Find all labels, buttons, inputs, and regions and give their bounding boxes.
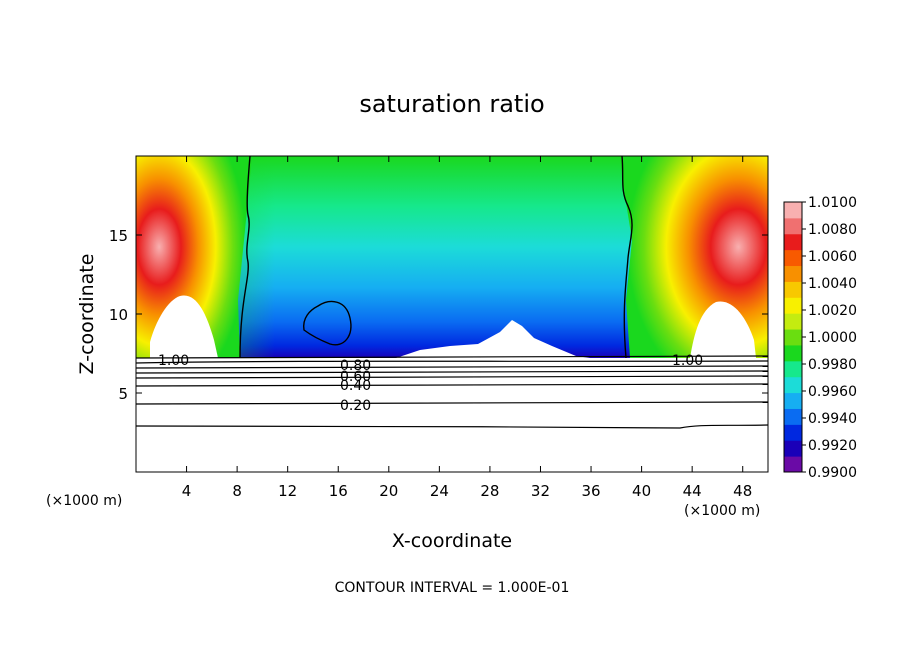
colorbar-swatch xyxy=(784,456,802,473)
colorbar-tick-label: 0.9920 xyxy=(808,438,857,454)
x-tick-label: 48 xyxy=(733,482,752,500)
contour-label-020: 0.20 xyxy=(340,398,371,414)
colorbar-swatch xyxy=(784,249,802,267)
x-tick-label: 28 xyxy=(480,482,499,500)
colorbar-swatch xyxy=(784,344,802,362)
x-tick-label: 12 xyxy=(278,482,297,500)
contour-0.80-line xyxy=(136,365,768,369)
contour-closed-loop xyxy=(303,300,352,346)
contour-line-left xyxy=(239,156,251,359)
plot-area xyxy=(136,156,768,472)
x-axis-label: X-coordinate xyxy=(392,530,512,552)
colorbar-swatch xyxy=(784,360,802,378)
field-left-supersaturation xyxy=(136,156,252,358)
contour-0.60-line xyxy=(136,375,768,379)
y-tick-label: 15 xyxy=(109,227,128,245)
contour-0.40-line xyxy=(136,383,768,387)
contour-line-d xyxy=(136,370,768,374)
colorbar-swatch xyxy=(784,217,802,235)
contour-line-b xyxy=(136,360,768,364)
contour-label-060: 0.60 xyxy=(340,369,371,385)
contour-label-left: 1.00 xyxy=(158,353,189,369)
right-white-core xyxy=(690,301,756,358)
x-axis-ticks: 4 8 12 16 20 24 28 32 36 40 44 48 xyxy=(182,156,752,500)
colorbar-swatch xyxy=(784,424,802,441)
contour-label-right: 1.00 xyxy=(672,353,703,369)
x-tick-label: 44 xyxy=(683,482,702,500)
y-axis-label: Z-coordinate xyxy=(76,254,98,375)
colorbar: 0.9900 0.9920 0.9940 0.9960 0.9980 1.0000 1.00… xyxy=(783,195,857,481)
colorbar-tick-label: 1.0040 xyxy=(808,276,857,292)
colorbar-tick-label: 0.9980 xyxy=(808,357,857,373)
contour-1.00-line xyxy=(136,355,768,359)
x-tick-label: 4 xyxy=(182,482,192,500)
colorbar-tick-label: 1.0060 xyxy=(808,249,857,265)
contour-labels: 1.00 1.00 0.80 0.60 0.40 0.20 xyxy=(158,353,703,414)
x-tick-label: 8 xyxy=(232,482,242,500)
colorbar-tick-label: 1.0100 xyxy=(808,195,857,211)
colorbar-swatch xyxy=(784,376,802,394)
colorbar-swatch xyxy=(784,408,802,425)
x-unit-left: (×1000 m) xyxy=(46,493,122,509)
x-tick-label: 32 xyxy=(531,482,550,500)
colorbar-swatch xyxy=(784,281,802,298)
colorbar-tick-label: 1.0080 xyxy=(808,222,857,238)
colorbar-swatch xyxy=(784,440,802,457)
colorbar-tick-label: 1.0000 xyxy=(808,330,857,346)
chart-title: saturation ratio xyxy=(359,90,544,118)
colorbar-swatch xyxy=(784,233,802,251)
x-tick-label: 36 xyxy=(581,482,600,500)
x-unit-right: (×1000 m) xyxy=(684,503,760,519)
contour-label-080: 0.80 xyxy=(340,358,371,374)
colorbar-tick-label: 0.9960 xyxy=(808,384,857,400)
colorbar-swatch xyxy=(784,329,802,346)
center-white-mound xyxy=(396,320,590,358)
x-tick-label: 40 xyxy=(632,482,651,500)
colorbar-swatch xyxy=(784,202,802,219)
colorbar-swatch xyxy=(784,297,802,314)
y-tick-label: 5 xyxy=(118,385,128,403)
contour-label-040: 0.40 xyxy=(340,378,371,394)
x-tick-label: 16 xyxy=(329,482,348,500)
contour-0.20-line xyxy=(136,401,768,405)
colorbar-swatch xyxy=(784,265,802,282)
colorbar-swatch xyxy=(784,392,802,409)
left-white-core xyxy=(150,295,218,358)
colorbar-tick-label: 1.0020 xyxy=(808,303,857,319)
x-tick-label: 24 xyxy=(430,482,449,500)
colorbar-swatch xyxy=(784,313,802,330)
colorbar-tick-label: 0.9940 xyxy=(808,411,857,427)
y-tick-label: 10 xyxy=(109,306,128,324)
footer-contour-interval: CONTOUR INTERVAL = 1.000E-01 xyxy=(335,580,570,596)
lower-contours xyxy=(136,355,768,429)
y-axis-ticks: 5 10 15 xyxy=(109,227,768,403)
x-tick-label: 20 xyxy=(379,482,398,500)
colorbar-tick-label: 0.9900 xyxy=(808,465,857,481)
contour-bottom-line xyxy=(136,424,768,429)
contour-line-right xyxy=(621,156,633,359)
